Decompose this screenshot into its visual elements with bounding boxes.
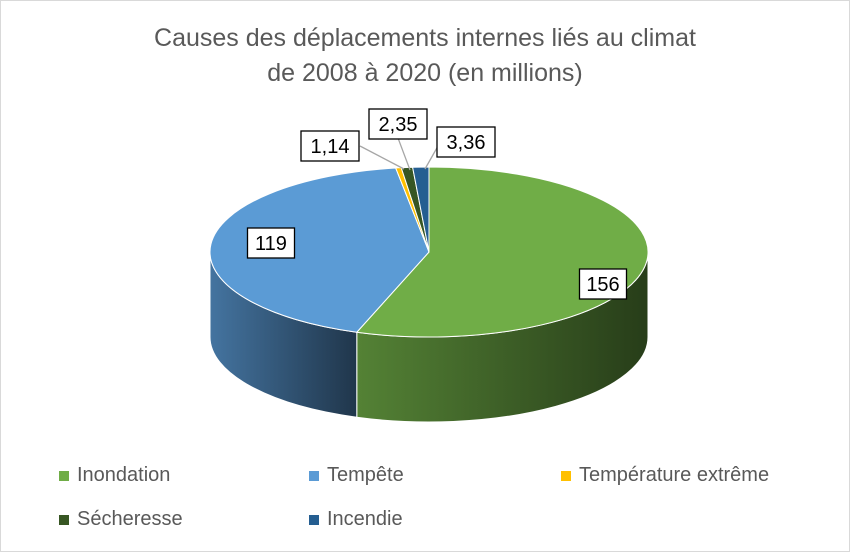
data-label-text: 156 — [586, 274, 619, 296]
chart-subtitle: de 2008 à 2020 (en millions) — [267, 59, 583, 87]
legend-label: Incendie — [327, 508, 403, 530]
data-label-inondation: 156 — [578, 268, 628, 300]
data-label-secheresse: 2,35 — [368, 108, 428, 171]
data-label-temperature-extreme: 1,14 — [300, 130, 405, 170]
legend-swatch — [309, 514, 319, 525]
legend-swatch — [59, 514, 69, 525]
data-label-text: 119 — [255, 233, 287, 255]
pie-slice-tempete — [209, 167, 430, 333]
legend-swatch — [309, 470, 319, 481]
data-label-text: 3,36 — [447, 132, 486, 154]
legend-swatch — [59, 470, 69, 481]
data-labels: 156 119 1,14 2,35 3,36 — [246, 108, 628, 300]
data-label-incendie: 3,36 — [424, 126, 496, 170]
chart-title: Causes des déplacements internes liés au… — [154, 24, 696, 52]
pie-slice-inondation — [355, 166, 649, 338]
data-label-text: 2,35 — [379, 114, 418, 136]
legend-item-tempete: Tempête — [309, 464, 404, 487]
legend-label: Température extrême — [579, 464, 770, 486]
pie-slice-incendie — [412, 166, 430, 253]
legend-item-incendie: Incendie — [309, 508, 403, 531]
legend-item-secheresse: Sécheresse — [59, 508, 183, 531]
legend-label: Inondation — [77, 464, 171, 486]
legend-swatch — [561, 470, 571, 481]
data-label-text: 1,14 — [311, 136, 350, 158]
legend-item-temperature-extreme: Température extrême — [561, 464, 769, 487]
data-label-tempete: 119 — [246, 227, 296, 259]
legend-item-inondation: Inondation — [59, 464, 170, 487]
legend-label: Tempête — [327, 464, 404, 486]
legend-label: Sécheresse — [77, 508, 183, 530]
